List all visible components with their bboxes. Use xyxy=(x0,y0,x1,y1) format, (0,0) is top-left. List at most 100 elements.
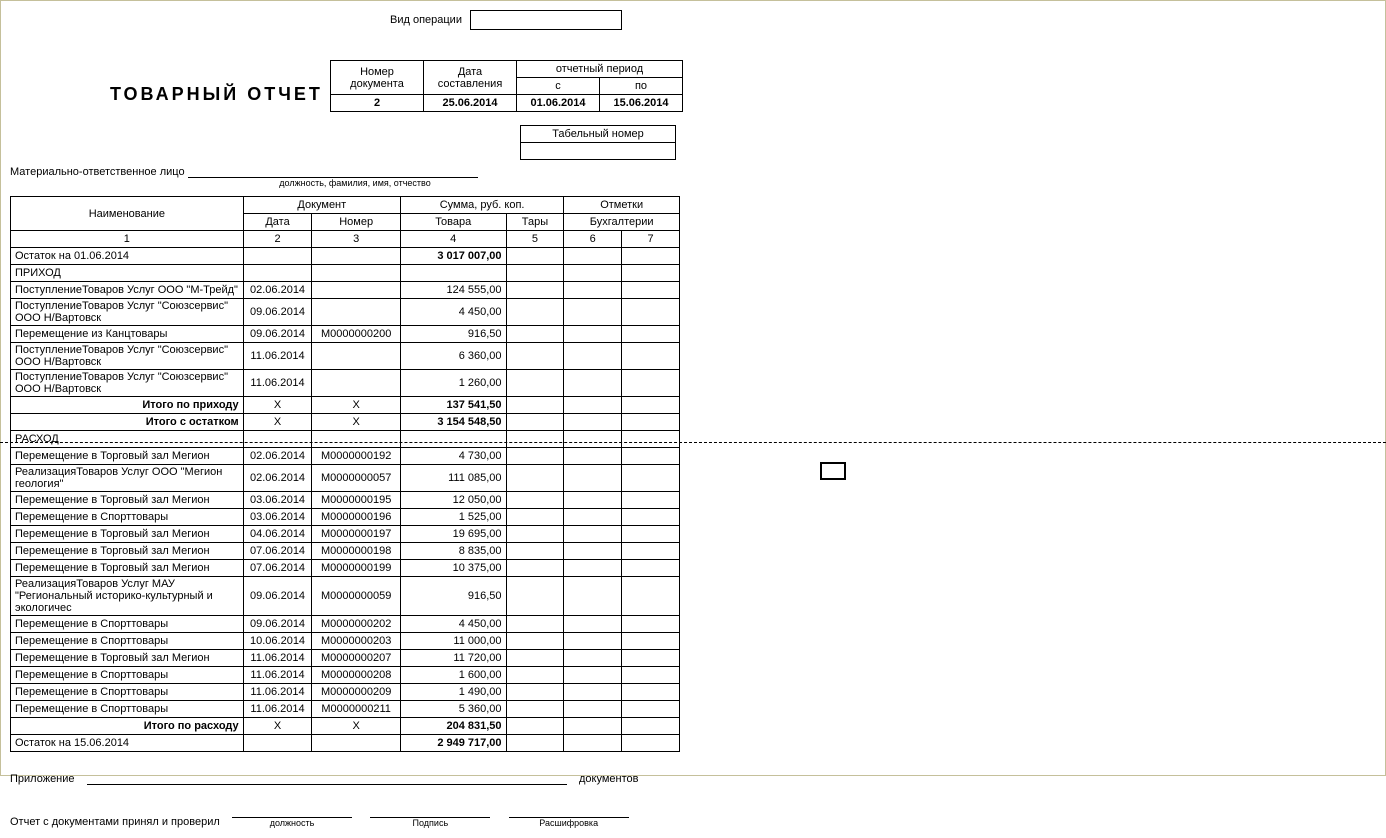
table-cell: 2 949 717,00 xyxy=(400,735,506,752)
table-cell: Х xyxy=(312,397,400,414)
table-cell: М0000000211 xyxy=(312,701,400,718)
table-cell xyxy=(506,492,564,509)
table-cell: ПоступлениеТоваров Услуг ООО "М-Трейд" xyxy=(11,282,244,299)
table-cell: 8 835,00 xyxy=(400,543,506,560)
table-cell xyxy=(506,577,564,616)
table-cell xyxy=(564,414,622,431)
table-cell xyxy=(622,650,680,667)
operation-type-label: Вид операции xyxy=(390,14,462,26)
colnum-7: 7 xyxy=(622,231,680,248)
table-cell xyxy=(622,397,680,414)
table-cell: 03.06.2014 xyxy=(243,492,312,509)
table-cell: 02.06.2014 xyxy=(243,465,312,492)
colnum-2: 2 xyxy=(243,231,312,248)
table-cell xyxy=(506,701,564,718)
tabel-block: Табельный номер xyxy=(520,125,710,160)
table-row: Итого с остаткомХХ3 154 548,50 xyxy=(11,414,680,431)
col-period: отчетный период xyxy=(517,61,683,78)
table-cell: 12 050,00 xyxy=(400,492,506,509)
table-cell xyxy=(622,684,680,701)
table-cell xyxy=(622,526,680,543)
table-cell: 09.06.2014 xyxy=(243,326,312,343)
table-cell: РеализацияТоваров Услуг МАУ "Региональны… xyxy=(11,577,244,616)
table-cell xyxy=(622,299,680,326)
operation-type-row: Вид операции xyxy=(390,10,710,30)
table-cell xyxy=(622,667,680,684)
table-cell xyxy=(622,616,680,633)
table-cell xyxy=(243,265,312,282)
table-row: Итого по приходуХХ137 541,50 xyxy=(11,397,680,414)
table-cell: 5 360,00 xyxy=(400,701,506,718)
table-cell xyxy=(564,650,622,667)
responsible-line: Материально-ответственное лицо xyxy=(10,165,710,178)
table-cell: Перемещение в Торговый зал Мегион xyxy=(11,492,244,509)
table-cell xyxy=(312,370,400,397)
hdr-document: Документ xyxy=(243,197,400,214)
table-cell: Перемещение в Спорттовары xyxy=(11,633,244,650)
decoding-underline xyxy=(509,805,629,818)
table-cell: Перемещение в Спорттовары xyxy=(11,667,244,684)
table-cell: 10.06.2014 xyxy=(243,633,312,650)
table-cell: 11.06.2014 xyxy=(243,343,312,370)
table-row: Итого по расходуХХ204 831,50 xyxy=(11,718,680,735)
table-cell xyxy=(564,326,622,343)
table-cell: Х xyxy=(243,397,312,414)
hdr-date: Дата xyxy=(243,214,312,231)
table-cell xyxy=(506,735,564,752)
table-cell xyxy=(506,543,564,560)
table-row: Перемещение в Торговый зал Мегион11.06.2… xyxy=(11,650,680,667)
colnum-5: 5 xyxy=(506,231,564,248)
table-cell: Перемещение в Торговый зал Мегион xyxy=(11,560,244,577)
table-cell xyxy=(564,526,622,543)
table-cell xyxy=(622,492,680,509)
table-cell xyxy=(622,448,680,465)
table-cell: М0000000196 xyxy=(312,509,400,526)
table-cell: М0000000195 xyxy=(312,492,400,509)
hdr-bookkeeping: Бухгалтерии xyxy=(564,214,680,231)
main-table: Наименование Документ Сумма, руб. коп. О… xyxy=(10,196,680,752)
table-cell xyxy=(564,560,622,577)
table-cell: 11 720,00 xyxy=(400,650,506,667)
table-cell xyxy=(622,326,680,343)
table-cell: 3 017 007,00 xyxy=(400,248,506,265)
table-cell: 124 555,00 xyxy=(400,282,506,299)
table-row: ПоступлениеТоваров Услуг "Союзсервис" ОО… xyxy=(11,370,680,397)
table-cell xyxy=(564,431,622,448)
table-cell: М0000000197 xyxy=(312,526,400,543)
table-cell xyxy=(506,326,564,343)
table-cell: 916,50 xyxy=(400,577,506,616)
table-cell xyxy=(564,735,622,752)
side-marker-box xyxy=(820,462,846,480)
operation-type-box xyxy=(470,10,622,30)
table-cell xyxy=(506,299,564,326)
table-cell: 11.06.2014 xyxy=(243,684,312,701)
table-cell xyxy=(506,370,564,397)
table-cell xyxy=(622,543,680,560)
table-cell: М0000000208 xyxy=(312,667,400,684)
table-cell xyxy=(506,343,564,370)
table-row: РеализацияТоваров Услуг МАУ "Региональны… xyxy=(11,577,680,616)
table-cell: 3 154 548,50 xyxy=(400,414,506,431)
colnum-4: 4 xyxy=(400,231,506,248)
table-cell xyxy=(506,431,564,448)
table-cell xyxy=(506,265,564,282)
hdr-marks: Отметки xyxy=(564,197,680,214)
responsible-label: Материально-ответственное лицо xyxy=(10,166,185,178)
table-cell: 09.06.2014 xyxy=(243,616,312,633)
table-cell: Остаток на 15.06.2014 xyxy=(11,735,244,752)
table-cell: М0000000209 xyxy=(312,684,400,701)
table-cell xyxy=(506,465,564,492)
table-cell xyxy=(622,282,680,299)
attachment-line: Приложение документов xyxy=(10,772,710,785)
table-cell xyxy=(564,248,622,265)
table-cell xyxy=(622,577,680,616)
table-cell xyxy=(564,397,622,414)
table-cell xyxy=(312,265,400,282)
table-cell xyxy=(622,633,680,650)
table-cell: 02.06.2014 xyxy=(243,282,312,299)
table-cell xyxy=(564,509,622,526)
table-cell xyxy=(622,248,680,265)
table-cell xyxy=(243,248,312,265)
table-cell xyxy=(506,509,564,526)
table-cell: 11.06.2014 xyxy=(243,370,312,397)
